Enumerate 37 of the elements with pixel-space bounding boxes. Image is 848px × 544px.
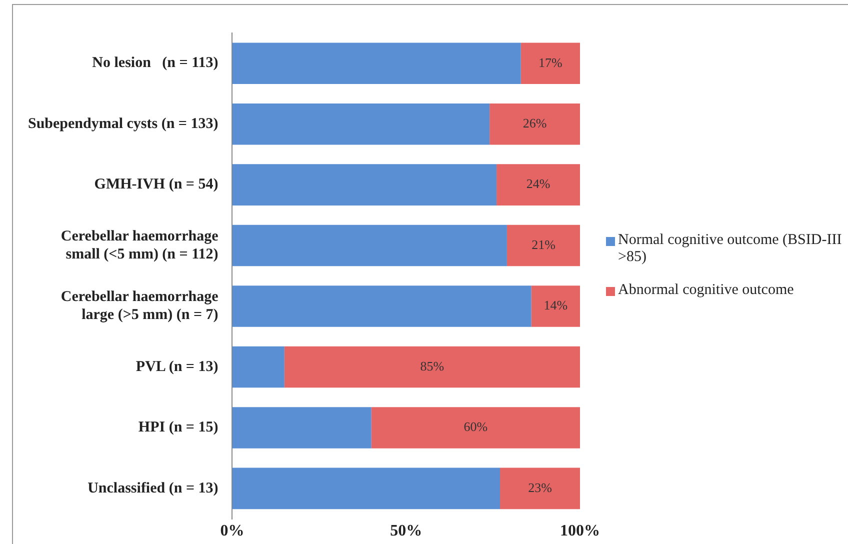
bar <box>531 286 580 327</box>
bar <box>496 164 580 206</box>
bar <box>490 103 580 145</box>
legend-label: Normal cognitive outcome (BSID-III >85) <box>618 232 843 266</box>
bar <box>232 224 507 266</box>
data-label: 23% <box>528 480 552 495</box>
data-label: 17% <box>538 54 563 70</box>
y-tick-label: No lesion (n = 113) <box>92 55 218 72</box>
bar <box>284 346 580 388</box>
data-label: 14% <box>544 298 568 313</box>
bar <box>232 468 500 510</box>
x-tick-label: 100% <box>560 522 600 540</box>
bar <box>232 286 532 327</box>
bar <box>506 224 580 266</box>
y-tick-label: GMH-IVH (n = 54) <box>94 176 218 193</box>
y-tick-label: Cerebellar haemorrhage large (>5 mm) (n = 7) <box>60 289 219 324</box>
data-label: 24% <box>526 176 550 192</box>
y-tick-label: Subependymal cysts (n = 133) <box>28 116 218 132</box>
data-label: 60% <box>464 419 488 434</box>
x-tick-label: 0% <box>220 522 244 540</box>
bar <box>232 346 284 388</box>
bar <box>232 103 490 145</box>
bar <box>520 42 580 84</box>
legend-label: Abnormal cognitive outcome <box>618 282 794 299</box>
bar <box>232 407 372 448</box>
y-tick-label: PVL (n = 13) <box>136 358 218 375</box>
bar <box>232 164 497 206</box>
bar <box>232 42 521 84</box>
data-label: 21% <box>532 236 556 252</box>
x-tick-label: 50% <box>390 522 422 540</box>
bar <box>371 407 580 448</box>
data-label: 26% <box>522 116 547 131</box>
y-tick-label: Cerebellar haemorrhage small (<5 mm) (n = 112) <box>60 228 219 262</box>
y-tick-label: HPI (n = 15) <box>138 420 218 436</box>
data-label: 85% <box>420 358 444 374</box>
bar <box>500 468 580 510</box>
y-tick-label: Unclassified (n = 13) <box>88 480 218 496</box>
